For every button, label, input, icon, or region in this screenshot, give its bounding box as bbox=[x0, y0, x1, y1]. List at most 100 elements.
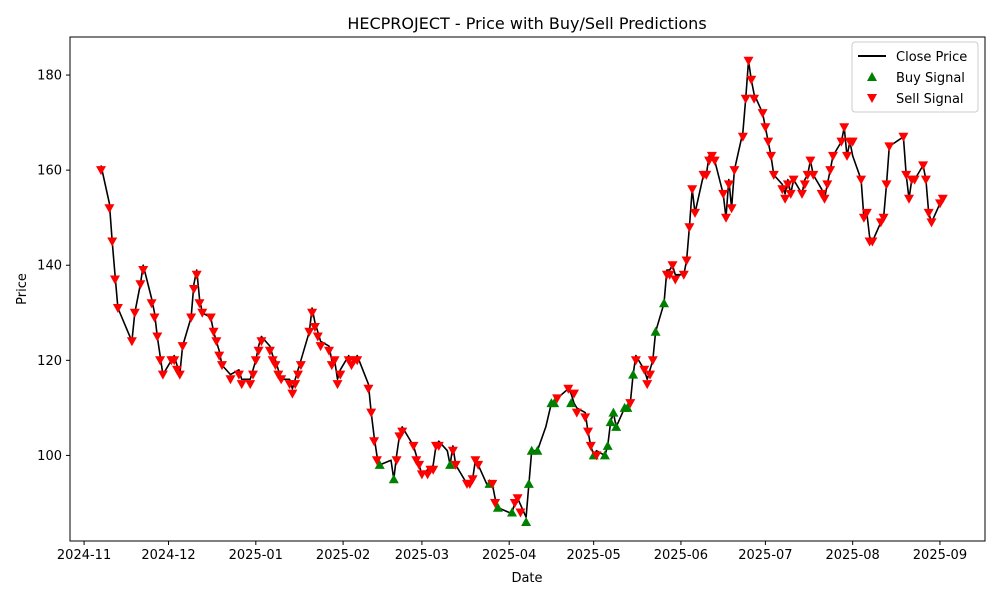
sell-signal-marker bbox=[647, 356, 658, 366]
sell-signal-marker bbox=[304, 327, 315, 337]
sell-signal-marker bbox=[743, 56, 754, 66]
sell-signal-marker bbox=[701, 170, 712, 180]
sell-signal-marker bbox=[126, 337, 137, 347]
sell-signal-marker bbox=[205, 313, 216, 323]
sell-signal-marker bbox=[146, 299, 157, 309]
buy-signal-marker bbox=[445, 459, 456, 469]
sell-signal-marker bbox=[740, 94, 751, 104]
buy-signal-marker bbox=[605, 417, 616, 427]
sell-signal-marker bbox=[920, 175, 931, 185]
sell-signal-marker bbox=[726, 204, 737, 214]
sell-signal-marker bbox=[867, 237, 878, 247]
sell-signal-marker bbox=[352, 356, 363, 366]
sell-signal-marker bbox=[515, 508, 526, 518]
sell-signal-marker bbox=[780, 194, 791, 204]
sell-signal-marker bbox=[174, 370, 185, 380]
sell-signal-marker bbox=[842, 151, 852, 161]
x-tick-label: 2025-06 bbox=[654, 548, 708, 563]
sell-signal-marker bbox=[737, 132, 748, 142]
buy-signal-marker bbox=[492, 502, 503, 512]
buy-signal-marker bbox=[599, 450, 610, 460]
sell-signal-marker bbox=[470, 456, 481, 466]
sell-signal-marker bbox=[186, 313, 197, 323]
x-tick-label: 2025-07 bbox=[738, 548, 792, 563]
sell-signal-marker bbox=[287, 389, 298, 399]
sell-signal-marker bbox=[253, 346, 264, 356]
sell-signal-marker bbox=[369, 437, 380, 447]
sell-signal-marker bbox=[467, 475, 478, 485]
buy-signal-marker bbox=[566, 398, 577, 408]
buy-signal-marker bbox=[388, 474, 399, 484]
legend-sell-signal-swatch bbox=[867, 94, 877, 103]
x-tick-label: 2025-09 bbox=[913, 548, 967, 563]
sell-signal-marker bbox=[721, 213, 731, 223]
sell-signal-marker bbox=[110, 275, 120, 285]
sell-signal-marker bbox=[414, 460, 425, 470]
sell-signal-marker bbox=[371, 456, 382, 466]
sell-signal-marker bbox=[267, 356, 278, 366]
x-tick-label: 2024-11 bbox=[57, 548, 111, 563]
buy-signal-marker bbox=[523, 478, 534, 488]
y-tick-label: 140 bbox=[37, 259, 62, 274]
sell-signal-marker bbox=[681, 256, 692, 266]
sell-signal-marker bbox=[777, 185, 788, 195]
sell-signal-marker bbox=[901, 170, 912, 180]
sell-signal-markers bbox=[96, 56, 948, 518]
sell-signal-marker bbox=[312, 332, 323, 342]
sell-signal-marker bbox=[828, 151, 838, 161]
legend-buy-signal-label: Buy Signal bbox=[896, 71, 965, 86]
buy-signal-marker bbox=[532, 445, 543, 455]
buy-signal-marker bbox=[521, 517, 532, 526]
sell-signal-marker bbox=[96, 166, 106, 176]
sell-signal-marker bbox=[214, 351, 225, 361]
sell-signal-marker bbox=[112, 304, 123, 313]
sell-signal-marker bbox=[188, 285, 199, 294]
sell-signal-marker bbox=[580, 413, 591, 423]
sell-signal-marker bbox=[197, 308, 208, 318]
sell-signal-marker bbox=[208, 327, 219, 337]
legend-box bbox=[851, 41, 979, 113]
sell-signal-marker bbox=[211, 337, 222, 347]
x-tick-label: 2025-04 bbox=[482, 548, 536, 563]
buy-signal-marker bbox=[602, 440, 613, 450]
y-tick-label: 100 bbox=[37, 449, 62, 464]
sell-signal-marker bbox=[766, 151, 776, 161]
buy-signal-marker bbox=[628, 369, 639, 379]
x-tick-label: 2025-08 bbox=[826, 548, 880, 563]
buy-signal-marker bbox=[659, 298, 669, 308]
sell-signal-marker bbox=[129, 308, 140, 318]
sell-signal-marker bbox=[639, 365, 650, 375]
sell-signal-marker bbox=[583, 427, 593, 437]
sell-signal-marker bbox=[366, 408, 377, 418]
sell-signal-marker bbox=[746, 75, 757, 85]
sell-signal-marker bbox=[363, 384, 374, 394]
sell-signal-marker bbox=[729, 166, 740, 176]
sell-signal-marker bbox=[450, 460, 461, 470]
sell-signal-marker bbox=[757, 109, 768, 119]
sell-signal-marker bbox=[687, 185, 698, 195]
sell-signal-marker bbox=[760, 123, 771, 133]
legend-close-price-label: Close Price bbox=[896, 50, 967, 65]
sell-signal-marker bbox=[763, 137, 774, 147]
sell-signal-marker bbox=[135, 280, 146, 290]
sell-signal-marker bbox=[309, 323, 320, 332]
y-axis-label: Price bbox=[15, 273, 30, 305]
sell-signal-marker bbox=[909, 175, 920, 185]
sell-signal-marker bbox=[177, 342, 188, 352]
sell-signal-marker bbox=[918, 161, 929, 171]
y-tick-label: 160 bbox=[37, 164, 62, 179]
sell-signal-marker bbox=[926, 218, 937, 228]
y-tick-label: 180 bbox=[37, 69, 62, 84]
sell-signal-marker bbox=[591, 451, 602, 461]
sell-signal-marker bbox=[276, 375, 287, 385]
sell-signal-marker bbox=[217, 361, 227, 371]
sell-signal-marker bbox=[552, 394, 563, 404]
buy-signal-marker bbox=[611, 421, 622, 431]
sell-signal-marker bbox=[433, 441, 444, 451]
sell-signal-marker bbox=[408, 441, 419, 451]
sell-signal-marker bbox=[512, 494, 523, 504]
sell-signal-marker bbox=[642, 380, 653, 390]
sell-signal-marker bbox=[149, 313, 160, 323]
sell-signal-marker bbox=[799, 180, 810, 190]
